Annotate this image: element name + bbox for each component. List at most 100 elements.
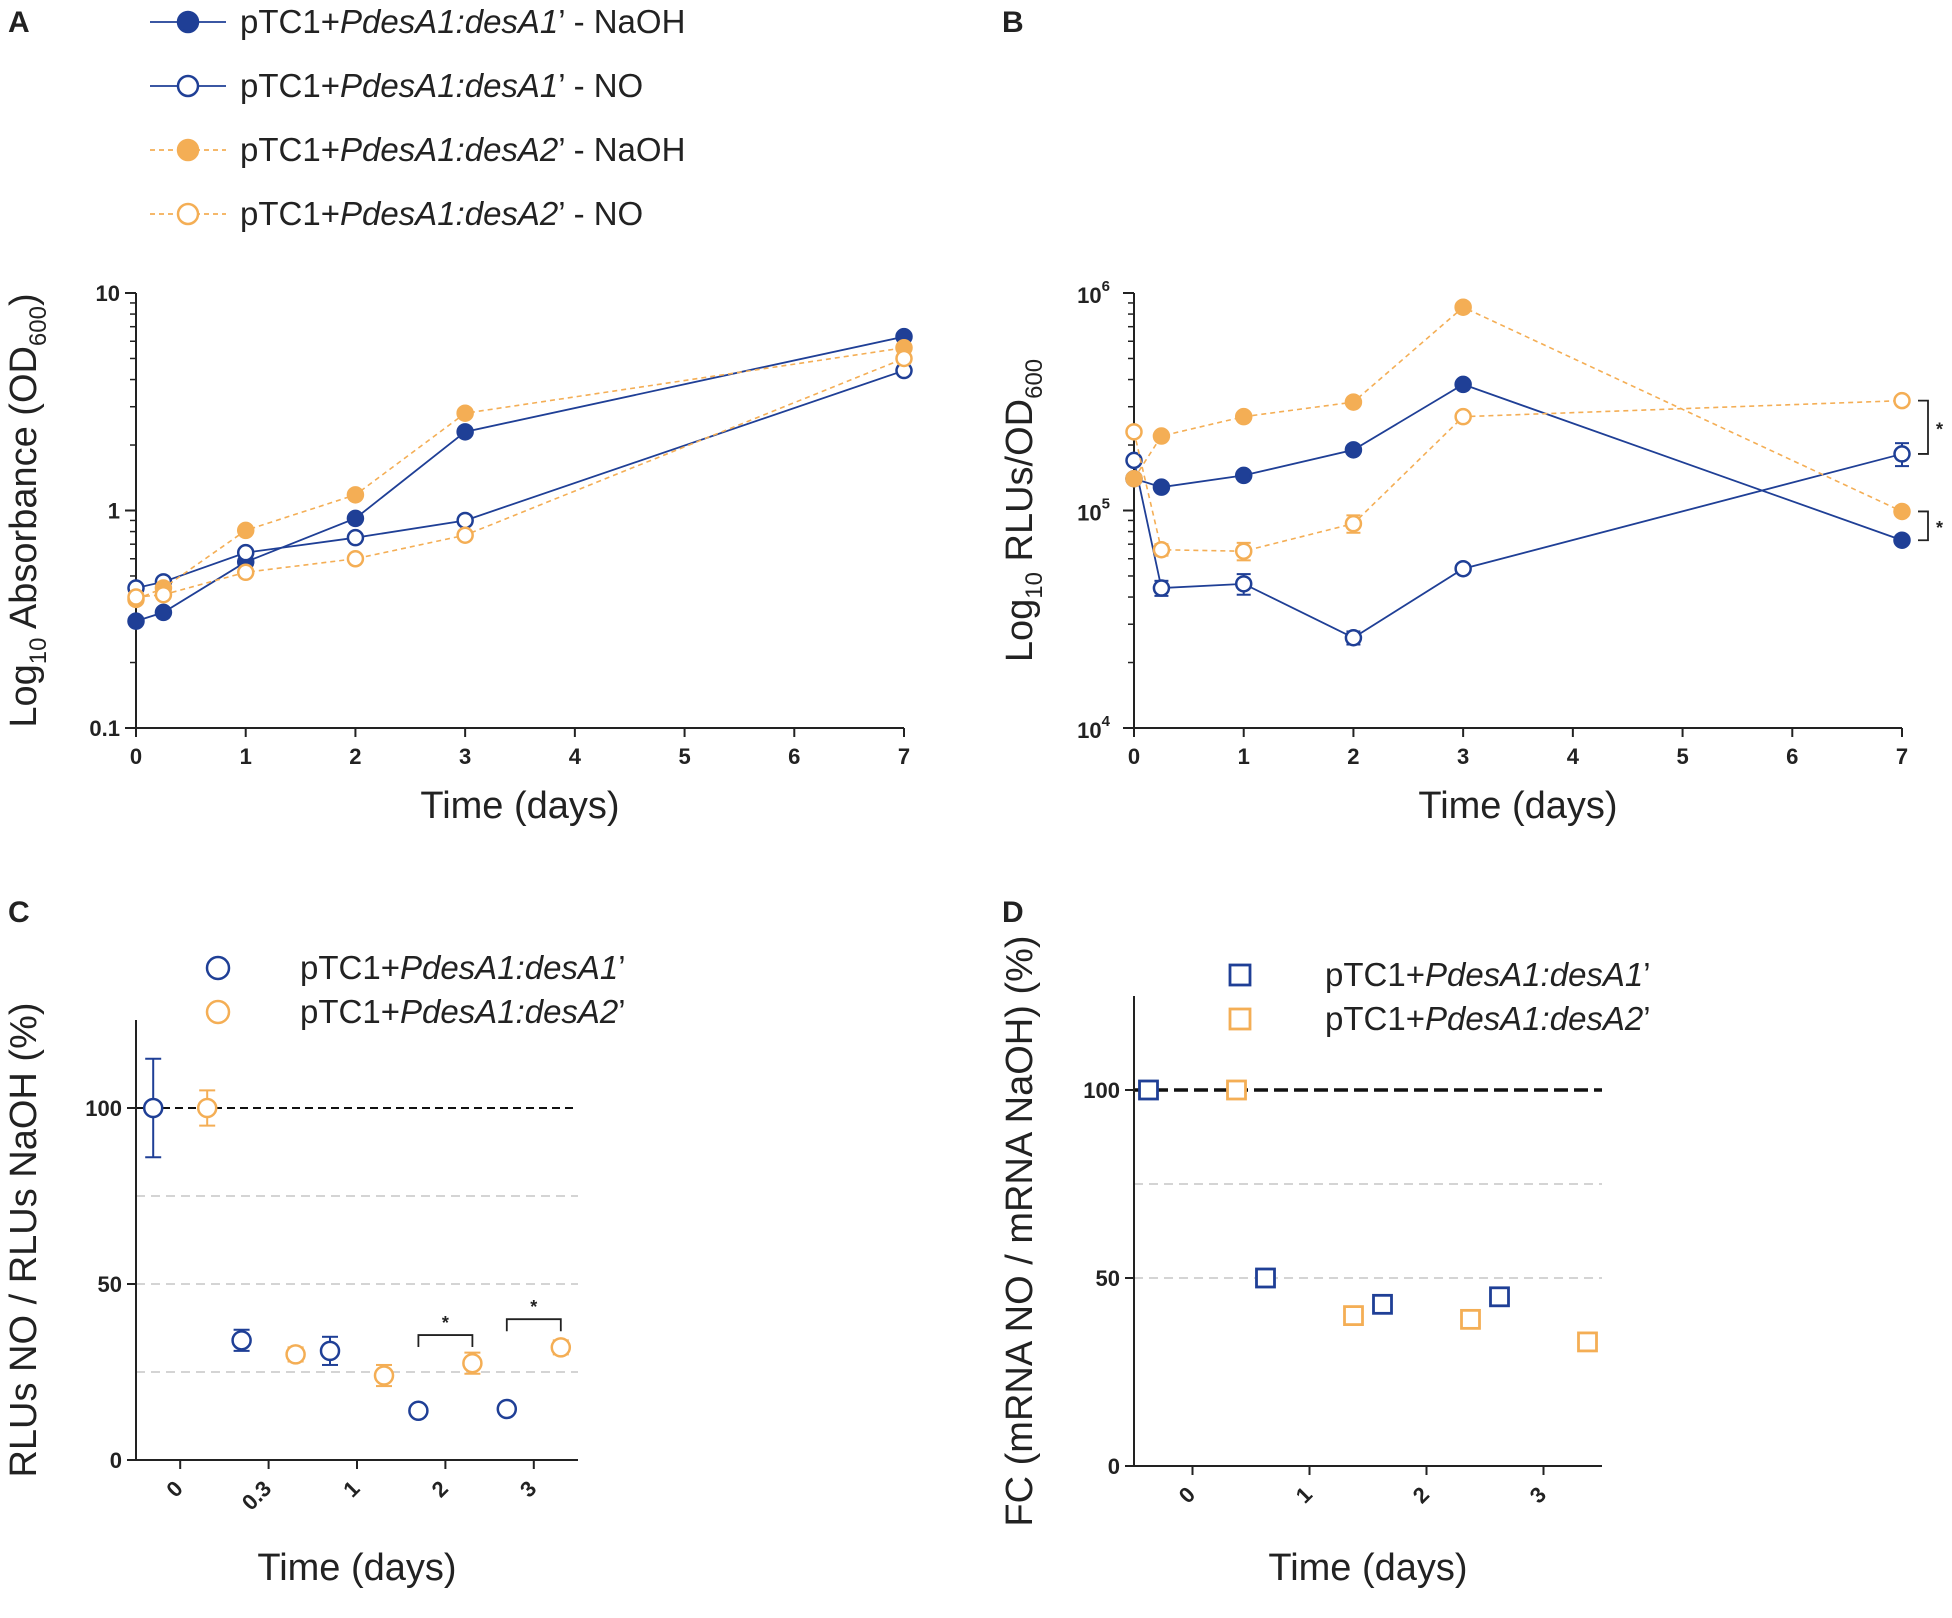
panel-c-significance-star: *: [442, 1313, 449, 1333]
legend-label-post: ’: [1643, 1000, 1650, 1037]
panel-b-y-axis-title: Log10 RLUs/OD600: [999, 359, 1048, 662]
panel-c-data-point: [231, 1330, 252, 1351]
panel-a-y-axis-title-sub: 10: [25, 638, 52, 665]
legend-label-italic: PdesA1:desA2: [340, 195, 558, 232]
panel-a-data-point: [346, 550, 365, 568]
panel-b-data-point: [1893, 531, 1911, 549]
legend-label-italic: PdesA1:desA2: [340, 131, 558, 168]
panel-a-x-tick-label: 5: [678, 744, 690, 769]
panel-d-x-tick-label: 3: [1525, 1482, 1551, 1508]
legend-label-pre: pTC1+: [240, 131, 340, 168]
panel-d-y-tick-label: 50: [1096, 1266, 1120, 1291]
panel-a-data-point: [154, 585, 173, 604]
panel-label-c: C: [8, 896, 30, 929]
panel-d-x-axis-title: Time (days): [1268, 1547, 1467, 1589]
legend-label-post: ’: [1643, 956, 1650, 993]
panel-c-x-tick-label: 2: [427, 1476, 453, 1502]
panel-d-x-tick-label: 2: [1408, 1482, 1434, 1508]
legend-marker: [205, 999, 231, 1025]
panel-b-significance-star: *: [1936, 518, 1943, 538]
panel-b-y-tick-base: 10: [1077, 283, 1101, 308]
legend-label: pTC1+PdesA1:desA1’ - NaOH: [240, 3, 685, 40]
panel-a-y-axis-title-prefix: Log: [3, 664, 45, 727]
legend-label-pre: pTC1+: [300, 993, 400, 1030]
panel-a-y-axis-title-sub2: 600: [25, 306, 52, 346]
panel-c-y-axis-title: RLUs NO / RLUs NaOH (%): [3, 1002, 45, 1477]
legend-marker: [176, 138, 200, 162]
panel-b-significance-star: *: [1936, 419, 1943, 439]
panel-b-x-tick-label: 0: [1128, 744, 1140, 769]
panel-a-x-tick-label: 6: [788, 744, 800, 769]
panel-b-x-tick-label: 5: [1676, 744, 1688, 769]
legend-label-pre: pTC1+: [240, 67, 340, 104]
panel-a-y-axis-title-main: Absorbance (OD: [3, 346, 45, 637]
legend-label-italic: PdesA1:desA2: [400, 993, 618, 1030]
panel-b-data-point: [1125, 451, 1143, 470]
panel-a-data-point: [346, 528, 365, 547]
panel-b-x-axis-title: Time (days): [1418, 785, 1617, 827]
panel-b-data-point: [1234, 466, 1253, 485]
panel-b-x-tick-label: 1: [1238, 744, 1250, 769]
panel-b-y-tick-label: 105: [1077, 496, 1110, 526]
panel-b-x-tick-label: 6: [1786, 744, 1798, 769]
legend-label-italic: PdesA1:desA1: [340, 67, 558, 104]
legend-label: pTC1+PdesA1:desA1’: [300, 949, 626, 986]
panel-b-y-tick-base: 10: [1077, 501, 1101, 526]
panel-b-data-point: [1454, 407, 1472, 426]
panel-a-x-tick-label: 2: [349, 744, 361, 769]
panel-a-data-point: [346, 486, 365, 504]
panel-b-significance-bracket: [1918, 399, 1929, 455]
panel-b-data-point: [1893, 502, 1911, 521]
panel-b-series-line: [1133, 306, 1903, 513]
panel-d-x-tick-label: 1: [1291, 1482, 1317, 1508]
panel-c-y-tick-label: 100: [85, 1096, 122, 1121]
panel-a-x-tick-label: 0: [130, 744, 142, 769]
panel-b-y-axis-title-main: RLUs/OD: [999, 399, 1041, 572]
panel-a-data-point: [154, 603, 173, 622]
panel-label-d: D: [1002, 896, 1024, 929]
panel-label-a: A: [8, 6, 30, 39]
panel-a-y-tick-label: 0.1: [89, 716, 120, 741]
panel-b-x-tick-label: 4: [1567, 744, 1580, 769]
panel-b-y-tick-label: 104: [1077, 713, 1110, 743]
legend-label-pre: pTC1+: [1325, 1000, 1425, 1037]
legend-marker: [1228, 1007, 1252, 1031]
panel-c-data-point: [408, 1400, 429, 1421]
panel-a-y-axis-title: Log10 Absorbance (OD600): [3, 293, 52, 727]
legend-marker: [205, 955, 231, 981]
legend-label: pTC1+PdesA1:desA2’: [300, 993, 626, 1030]
panel-c-significance-bracket: [505, 1318, 562, 1332]
panel-b-data-point: [1234, 542, 1253, 560]
panel-b-data-point: [1125, 423, 1143, 441]
panel-b-data-point: [1234, 575, 1253, 593]
panel-b-data-point: [1344, 393, 1363, 411]
panel-b-data-point: [1152, 540, 1171, 559]
legend-label-post: ’ - NaOH: [558, 131, 685, 168]
legend-label-italic: PdesA1:desA1: [1425, 956, 1643, 993]
panel-c-data-point: [496, 1398, 518, 1420]
panel-a-data-point: [127, 588, 145, 606]
panel-a-data-point: [456, 423, 474, 441]
panel-a-data-point: [895, 349, 913, 368]
panel-a-x-tick-label: 1: [240, 744, 252, 769]
panel-b-data-point: [1893, 391, 1911, 410]
panel-c-x-tick-label: 3: [515, 1476, 541, 1502]
panel-c-data-point: [196, 1097, 218, 1119]
panel-a-data-point: [456, 511, 474, 530]
panel-c-y-tick-label: 0: [110, 1448, 122, 1473]
panel-d-chart: 0 50 100 0 1 2 3 Time (days) FC (mRNA NO / mRNA …: [999, 935, 1651, 1589]
legend-label: pTC1+PdesA1:desA2’: [1325, 1000, 1651, 1037]
panel-d-data-point: [1372, 1293, 1393, 1315]
legend-marker: [1228, 963, 1252, 987]
legend-label-italic: PdesA1:desA1: [340, 3, 558, 40]
panel-c-data-point: [142, 1097, 164, 1119]
panel-c-x-tick-label: 0.3: [237, 1476, 276, 1515]
panel-a-data-point: [346, 509, 365, 528]
panel-b-y-tick-base: 10: [1077, 718, 1101, 743]
panel-a-y-tick-label: 1: [108, 499, 120, 524]
panel-b-significance-bracket: [1918, 510, 1929, 542]
panel-c-data-point: [462, 1352, 483, 1374]
panel-c-data-point: [550, 1337, 572, 1358]
